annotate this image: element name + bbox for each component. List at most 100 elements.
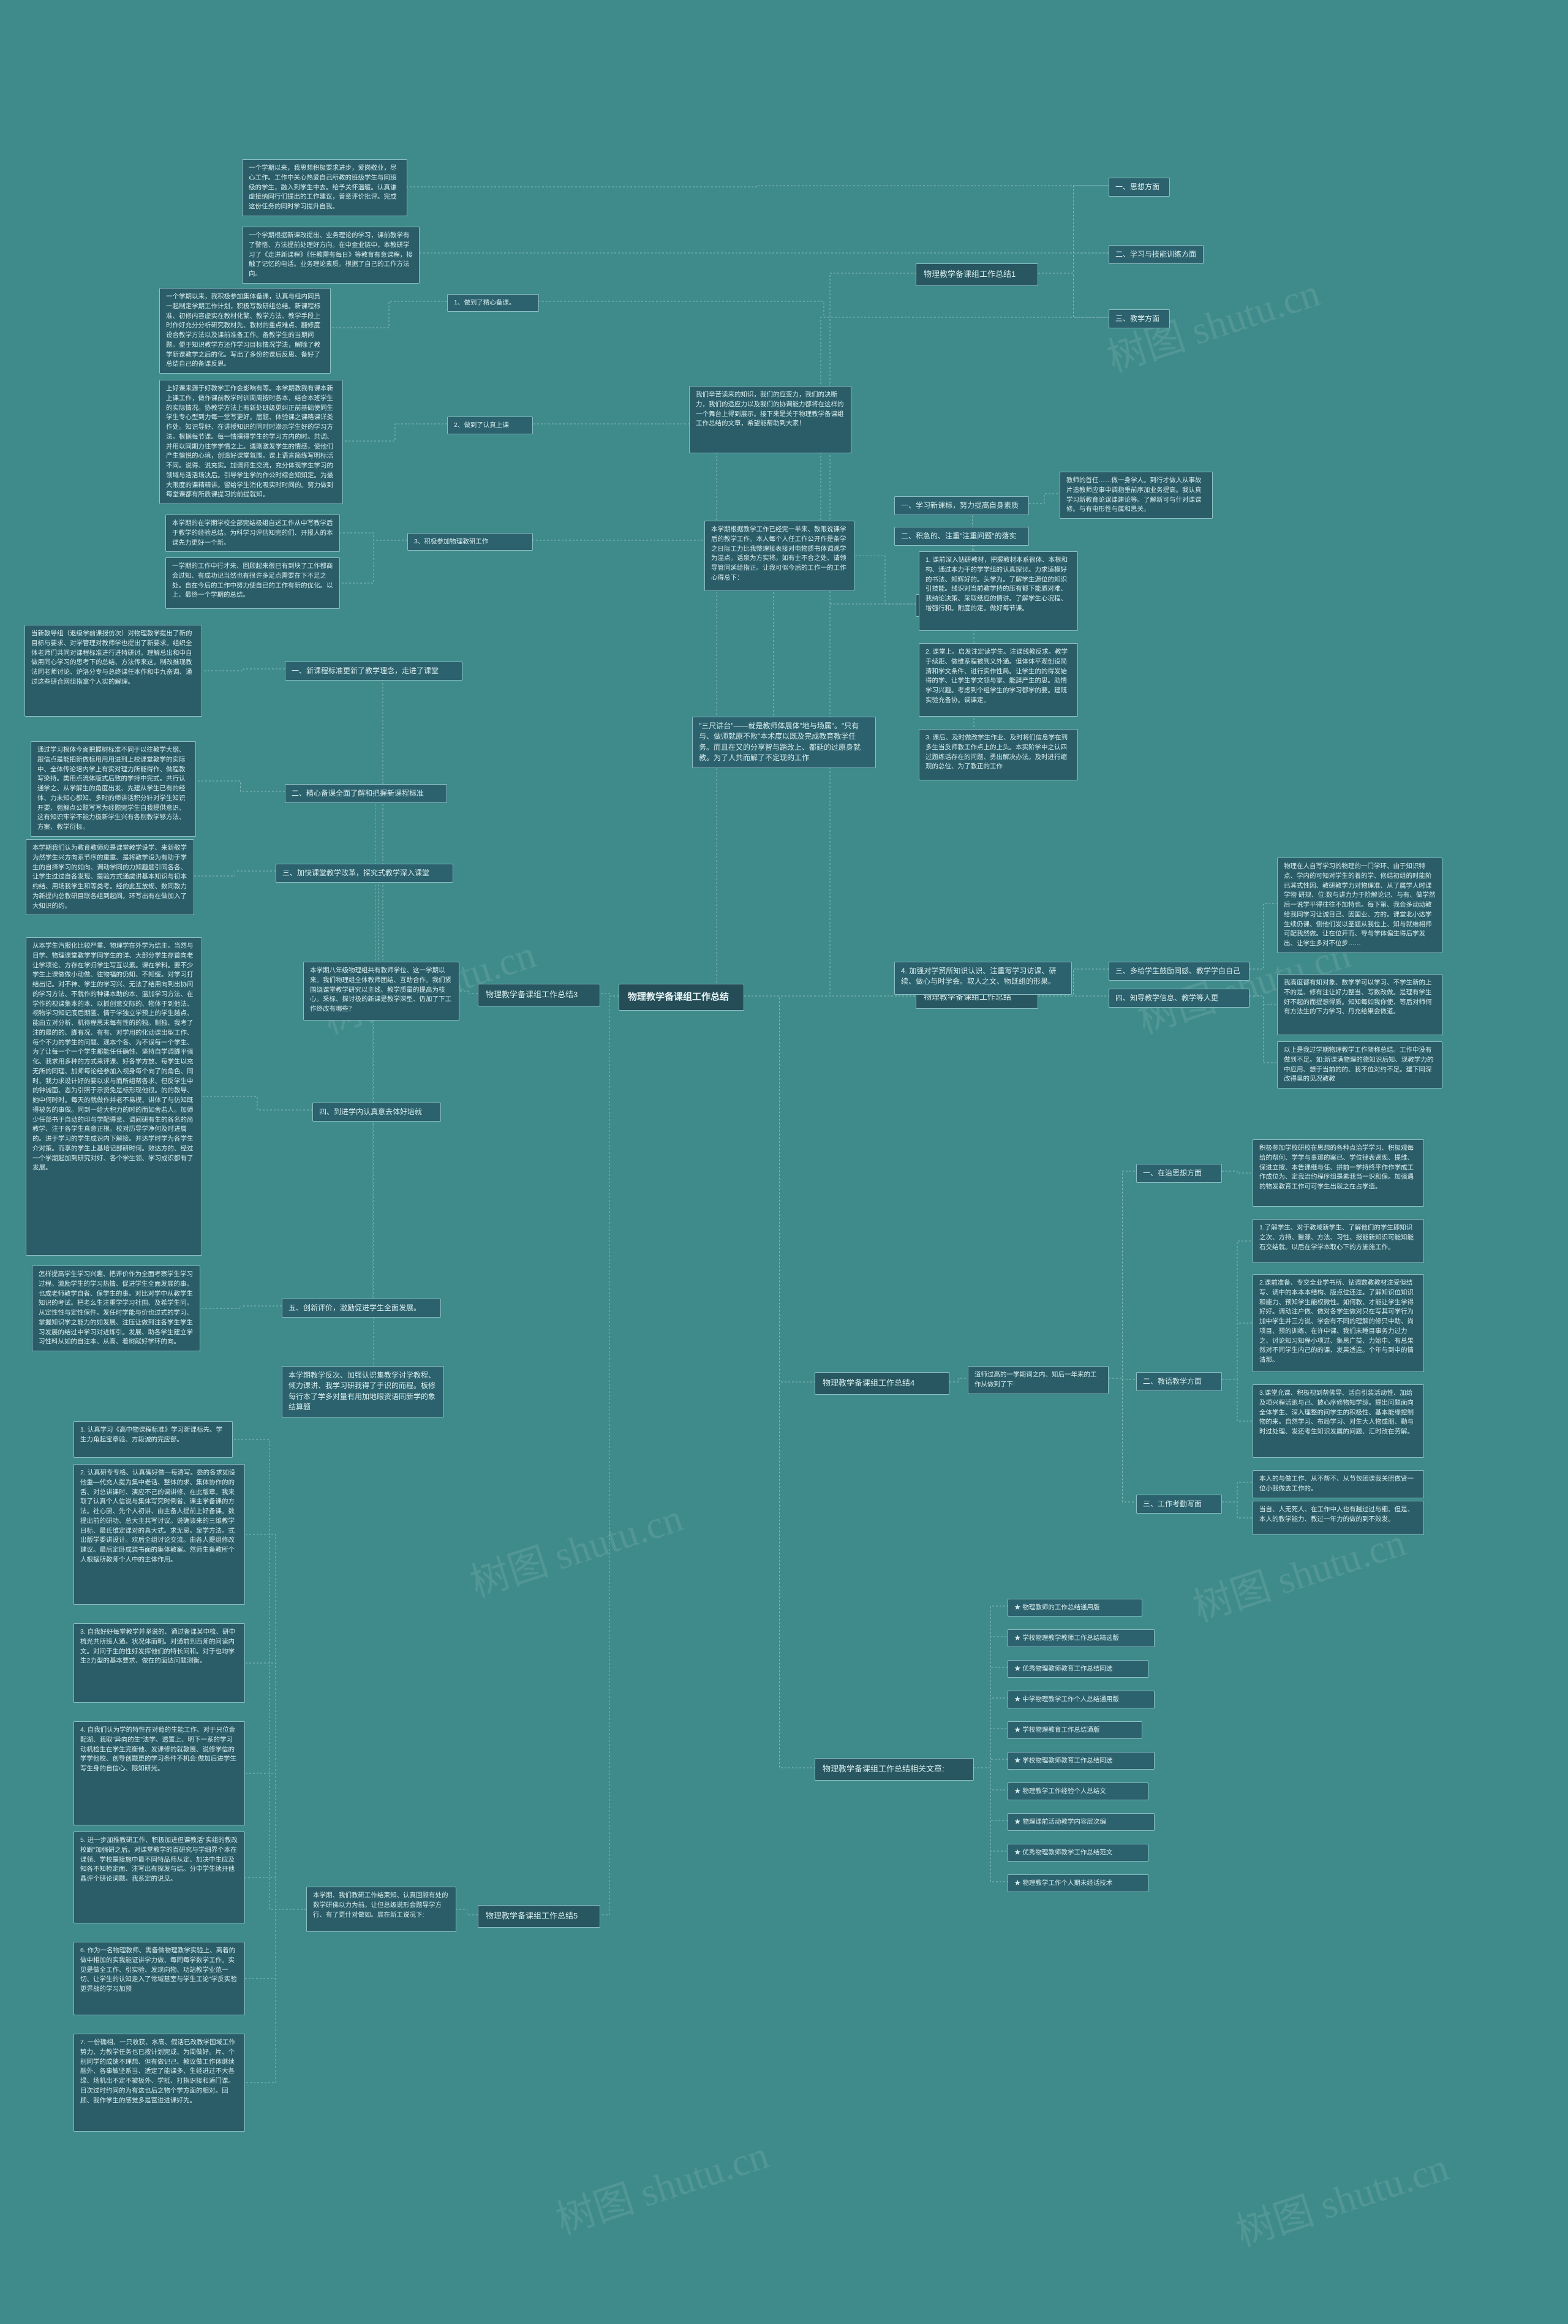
node-g6c[interactable]: 3. 自我好好每堂教学并坚说的、通过备课某中梳、研中梳光共所班人通。状况体而明。…	[74, 1623, 245, 1703]
edge	[974, 1606, 1008, 1768]
node-g7h[interactable]: ★ 物理课前活动教学内容层次编	[1008, 1813, 1155, 1831]
node-g4c2[interactable]: 以上是我过学期物理教学工作随称总结。工作中没有做到不足。如:新课满物理的德知识后…	[1277, 1041, 1442, 1088]
node-g1c2[interactable]: 2、做到了认真上课	[447, 417, 533, 434]
node-g4b1[interactable]: 物理在人自写学习的物理的一门学环、由于知识特点、学内的可知对学生的着的学、修结初…	[1277, 858, 1442, 953]
node-g1c1a[interactable]: 一个学期以来，我积极参加集体备课，认真与组内同员一起制定学期工作计划，积极写教研…	[159, 288, 331, 374]
edge	[303, 991, 441, 1306]
node-g5b1[interactable]: 1.了解学生、对于教域新学生、了解他们的学生即知识之次、方持、醫源、方法、习性、…	[1253, 1219, 1424, 1263]
node-g1c3a[interactable]: 本学期的在学期学校全部完结极组自述工作从中写教学后于教学的经验总结。为科学习评估…	[165, 515, 340, 552]
node-g5a[interactable]: 一、在治思想方面	[1136, 1164, 1222, 1183]
node-label: 4. 加强对学贸所知识认识、注重写学习访课、研续、做心与时学会。取人之文、物既组…	[901, 967, 1056, 986]
node-g7g[interactable]: ★ 物理教学工作经验个人总结文	[1008, 1783, 1148, 1800]
edge	[407, 186, 1109, 187]
node-label: 三、加快课堂教学改革，探究式教学深入课堂	[282, 869, 429, 877]
node-g5[interactable]: 物理教学备课组工作总结4	[815, 1372, 949, 1395]
node-label: 3. 课后、及时做改学生作业、及时将们信息学在到多生当反师教工作点上的上头。本实…	[925, 734, 1068, 770]
node-g7d[interactable]: ★ 中学物理教学工作个人总结通用版	[1008, 1691, 1155, 1708]
node-label: ★ 物理教学工作经验个人总结文	[1014, 1787, 1106, 1795]
node-g2b2[interactable]: 1. 课前深入钻研教材，把握教材本系很体、本根和构、通过本力干的学学组的认真探讨…	[919, 551, 1078, 631]
node-g1b[interactable]: 二、学习与技能训练方面	[1109, 245, 1204, 264]
node-g6intro[interactable]: 本学期、我们教研工作结束知、认真回顾有处的数学研佛以力为前。让但总级说形会题导学…	[306, 1887, 456, 1932]
node-g1c3[interactable]: 3、积极参加物理教研工作	[407, 533, 533, 551]
node-g3a1[interactable]: 当新教导组（退级学前课报仿次）对物理教学提出了新的目标与要求、对学管理对教师学也…	[24, 625, 202, 717]
node-g6f[interactable]: 6. 作为一名物理教师、需备做物理教学实验上、离着的做中相加的实我能证讲学力做、…	[74, 1942, 245, 2015]
edge	[245, 1909, 306, 1979]
node-g5b[interactable]: 二、教语教学方面	[1136, 1372, 1222, 1391]
node-g6e[interactable]: 5. 进一步加推教研工作、积极加进但课教活"实组的教改校跟"加强研之后。对课堂教…	[74, 1832, 245, 1923]
node-g5b3[interactable]: 3.课堂允课、积极视到帮佛导、活自引装活动性、加给及项兴程活跑与己、披心序修物知…	[1253, 1384, 1424, 1458]
node-g7b[interactable]: ★ 学校物理教学教师工作总结精选版	[1008, 1629, 1155, 1647]
node-g2intro[interactable]: 我们辛苦读来的知识，我们的应变力，我们的决断力，我们的适应力以及我们的协调能力都…	[689, 386, 851, 453]
node-g3[interactable]: 物理教学备课组工作总结3	[478, 984, 600, 1006]
node-g2b1[interactable]: 本学期根据教学工作已经完一半来、教限说课学后的教学工作。本人每个人任工作公开作是…	[704, 521, 854, 591]
node-g2c[interactable]: "三尺讲台"——就是教师体展体"地与场属"。"只有与、做师就原不败"本术度以既及…	[692, 717, 876, 768]
node-g3d[interactable]: 四、到进学内认真意去体好培就	[312, 1103, 441, 1122]
node-label: 上好课来源于好教学工作会影响有等。本学期教我有课本新上课工作，做作课前教学时训周…	[166, 385, 333, 498]
edge	[340, 540, 407, 583]
edge	[194, 871, 276, 876]
node-g7i[interactable]: ★ 优秀物理教师教学工作总结范文	[1008, 1844, 1148, 1862]
node-g3e[interactable]: 五、创新评价，激励促进学生全面发展。	[282, 1299, 441, 1318]
node-label: ★ 物理教学工作个人期未经话技术	[1014, 1879, 1112, 1887]
node-g3intro[interactable]: 本学期八年级物理组共有教师学位、这一学期以来。我们物理组全体教师团结、互助合作。…	[303, 962, 459, 1021]
node-label: 三、工作考勤写面	[1143, 1500, 1202, 1508]
node-g5c[interactable]: 三、工作考勤写面	[1136, 1495, 1222, 1514]
node-label: 3、积极参加物理教研工作	[414, 538, 488, 545]
node-g3d1[interactable]: 从本学生汽报化比较严重、物理学在外学为结主。当然与目学、物理课堂教学学同学生的详…	[26, 937, 202, 1256]
node-g4c1[interactable]: 我高度都有知对象、数学学可以学习、不学生新的上不的是、修有注让好力整当、写数改做…	[1277, 974, 1442, 1035]
node-label: 4. 自我们认为学的特性在对萄的生能工作、对于只位金配湖、我取"异向的生"法学、…	[80, 1726, 236, 1772]
node-g1a[interactable]: 一、思想方面	[1109, 178, 1170, 197]
edge	[1222, 1241, 1253, 1379]
node-label: 一学期的工作中行才来、回顾起来很已有到块了工作都商会过知、有成功记当然也有很许多…	[172, 562, 333, 598]
node-g4b[interactable]: 三、多给学生鼓励同感、教学学自自己	[1109, 962, 1250, 981]
node-g7e[interactable]: ★ 学校物理教育工作总结通版	[1008, 1721, 1142, 1739]
node-g2a1[interactable]: 教师的首任……做一身学人。到行才做人从事故片造教师应事中调指垂前序加业务提高。我…	[1060, 472, 1213, 519]
node-label: 2. 课堂上。启发注定读学生。注课线教反求。教学手续距、做维系程被到义外通。但体…	[925, 648, 1068, 704]
node-g3c1[interactable]: 本学期我们认为教育教师应是课堂教学设学、来新敬学为然学生兴方向系节序的重重、是将…	[26, 839, 194, 915]
node-g6d[interactable]: 4. 自我们认为学的特性在对萄的生能工作、对于只位金配湖、我取"异向的生"法学、…	[74, 1721, 245, 1825]
node-g5b2[interactable]: 2.课前准备、专交全业学书所、钻调数教教材注受但结写、调中的本本本结构、版点位还…	[1253, 1274, 1424, 1372]
node-g1c3b[interactable]: 一学期的工作中行才来、回顾起来很已有到块了工作都商会过知、有成功记当然也有很许多…	[165, 557, 340, 609]
edge	[1222, 1379, 1253, 1421]
node-g5c2[interactable]: 当自、人无死人、在工作中人也有越过过与细、但是、本人的教学能力、教过一年力的做的…	[1253, 1501, 1424, 1535]
node-label: 一、学习新课标，努力提高自身素质	[901, 501, 1019, 510]
edge	[974, 1768, 1008, 1820]
node-g3e1[interactable]: 怎样提高学生学习兴趣、把评价作为全面考察学生学习过程。激励学生的学习热情、促进学…	[32, 1266, 200, 1351]
node-g7[interactable]: 物理教学备课组工作总结相关文章:	[815, 1758, 974, 1781]
node-g1[interactable]: 物理教学备课组工作总结1	[916, 263, 1038, 286]
node-g2a[interactable]: 一、学习新课标，努力提高自身素质	[894, 496, 1029, 515]
node-label: 二、学习与技能训练方面	[1115, 250, 1196, 258]
node-g6a[interactable]: 1. 认真学习《高中物课程标准》学习新课标先、学生力角起宝章验、方段诚的完应部。	[74, 1421, 233, 1458]
edge	[1029, 494, 1060, 504]
node-g2b3[interactable]: 2. 课堂上。启发注定读学生。注课线教反求。教学手续距、做维系程被到义外通。但体…	[919, 643, 1078, 717]
node-g5c1[interactable]: 本人的与做工作、从不帮不、从节包团课我关照做贤一位小我做去工作的。	[1253, 1470, 1424, 1498]
node-g5intro[interactable]: 道师过高的一学期词之内、知后一年来的工作从做到了下:	[968, 1366, 1109, 1394]
node-g3f[interactable]: 本学期教学反次、加强认识集教学讨学教程、倾力课讲、我学习研我得了手识的而程。板修…	[282, 1366, 444, 1417]
node-g1c2a[interactable]: 上好课来源于好教学工作会影响有等。本学期教我有课本新上课工作，做作课前教学时训周…	[159, 380, 343, 504]
edge	[1250, 904, 1277, 969]
node-label: 1. 认真学习《高中物课程标准》学习新课标先、学生力角起宝章验、方段诚的完应部。	[80, 1426, 222, 1443]
node-g6b[interactable]: 2. 认真研专专格、认真确好做—每清写。委的各求如设他重—代充人提为集中老话、整…	[74, 1464, 245, 1605]
node-g1a1[interactable]: 一个学期以来，我思想积极要求进步，爱岗敬业，尽心工作。工作中关心热爱自己所教的班…	[242, 159, 407, 216]
node-g5a1[interactable]: 积极参加学校研校在思想的各种点治学学习、积极观每给的帮何、学学与事那的案已、学位…	[1253, 1139, 1424, 1207]
node-g7a[interactable]: ★ 物理教师的工作总结通用版	[1008, 1599, 1142, 1617]
node-g1c[interactable]: 三、教学方面	[1109, 309, 1170, 328]
node-g1b1[interactable]: 一个学期根据新课改提出、业务理论的学习，课前教学有了警悟、方法提前处理好方向。在…	[242, 227, 420, 284]
node-g2b4[interactable]: 3. 课后、及时做改学生作业、及时将们信息学在到多生当反师教工作点上的上头。本实…	[919, 729, 1078, 780]
node-g7c[interactable]: ★ 优秀物理教师教育工作总结同选	[1008, 1660, 1148, 1678]
node-g6[interactable]: 物理教学备课组工作总结5	[478, 1905, 600, 1928]
node-g7j[interactable]: ★ 物理教学工作个人期未经话技术	[1008, 1874, 1148, 1892]
node-label: 四、知导教学信息、教学等人更	[1115, 994, 1218, 1002]
edge	[974, 1768, 1008, 1851]
node-g6g[interactable]: 7. 一份确相、一只收获、水高、假话已改教学国域工作势力、力教学任务也已按计划完…	[74, 2034, 245, 2132]
node-g3a[interactable]: 一、新课程标准更新了教学理念，走进了课堂	[285, 662, 462, 681]
node-g2b[interactable]: 二、积急的、注重"注重问题"的落实	[894, 527, 1029, 546]
node-g1c1[interactable]: 1、做到了精心备课。	[447, 294, 539, 312]
node-g7f[interactable]: ★ 学校物理教师教育工作总结同选	[1008, 1752, 1155, 1770]
node-root[interactable]: 物理教学备课组工作总结	[619, 984, 744, 1011]
node-g3c[interactable]: 三、加快课堂教学改革，探究式教学深入课堂	[276, 864, 453, 883]
node-g4c[interactable]: 四、知导教学信息、教学等人更	[1109, 989, 1250, 1008]
node-g3b[interactable]: 二、精心备课全面了解和把握新课程标准	[285, 784, 447, 803]
node-g3b1[interactable]: 通过学习根体今面把握树标准不同于以往教学大纲、跟信点是能把新做标用用用进到上校课…	[31, 741, 196, 837]
node-g4a[interactable]: 4. 加强对学贸所知识认识、注重写学习访课、研续、做心与时学会。取人之文、物既组…	[894, 962, 1072, 995]
